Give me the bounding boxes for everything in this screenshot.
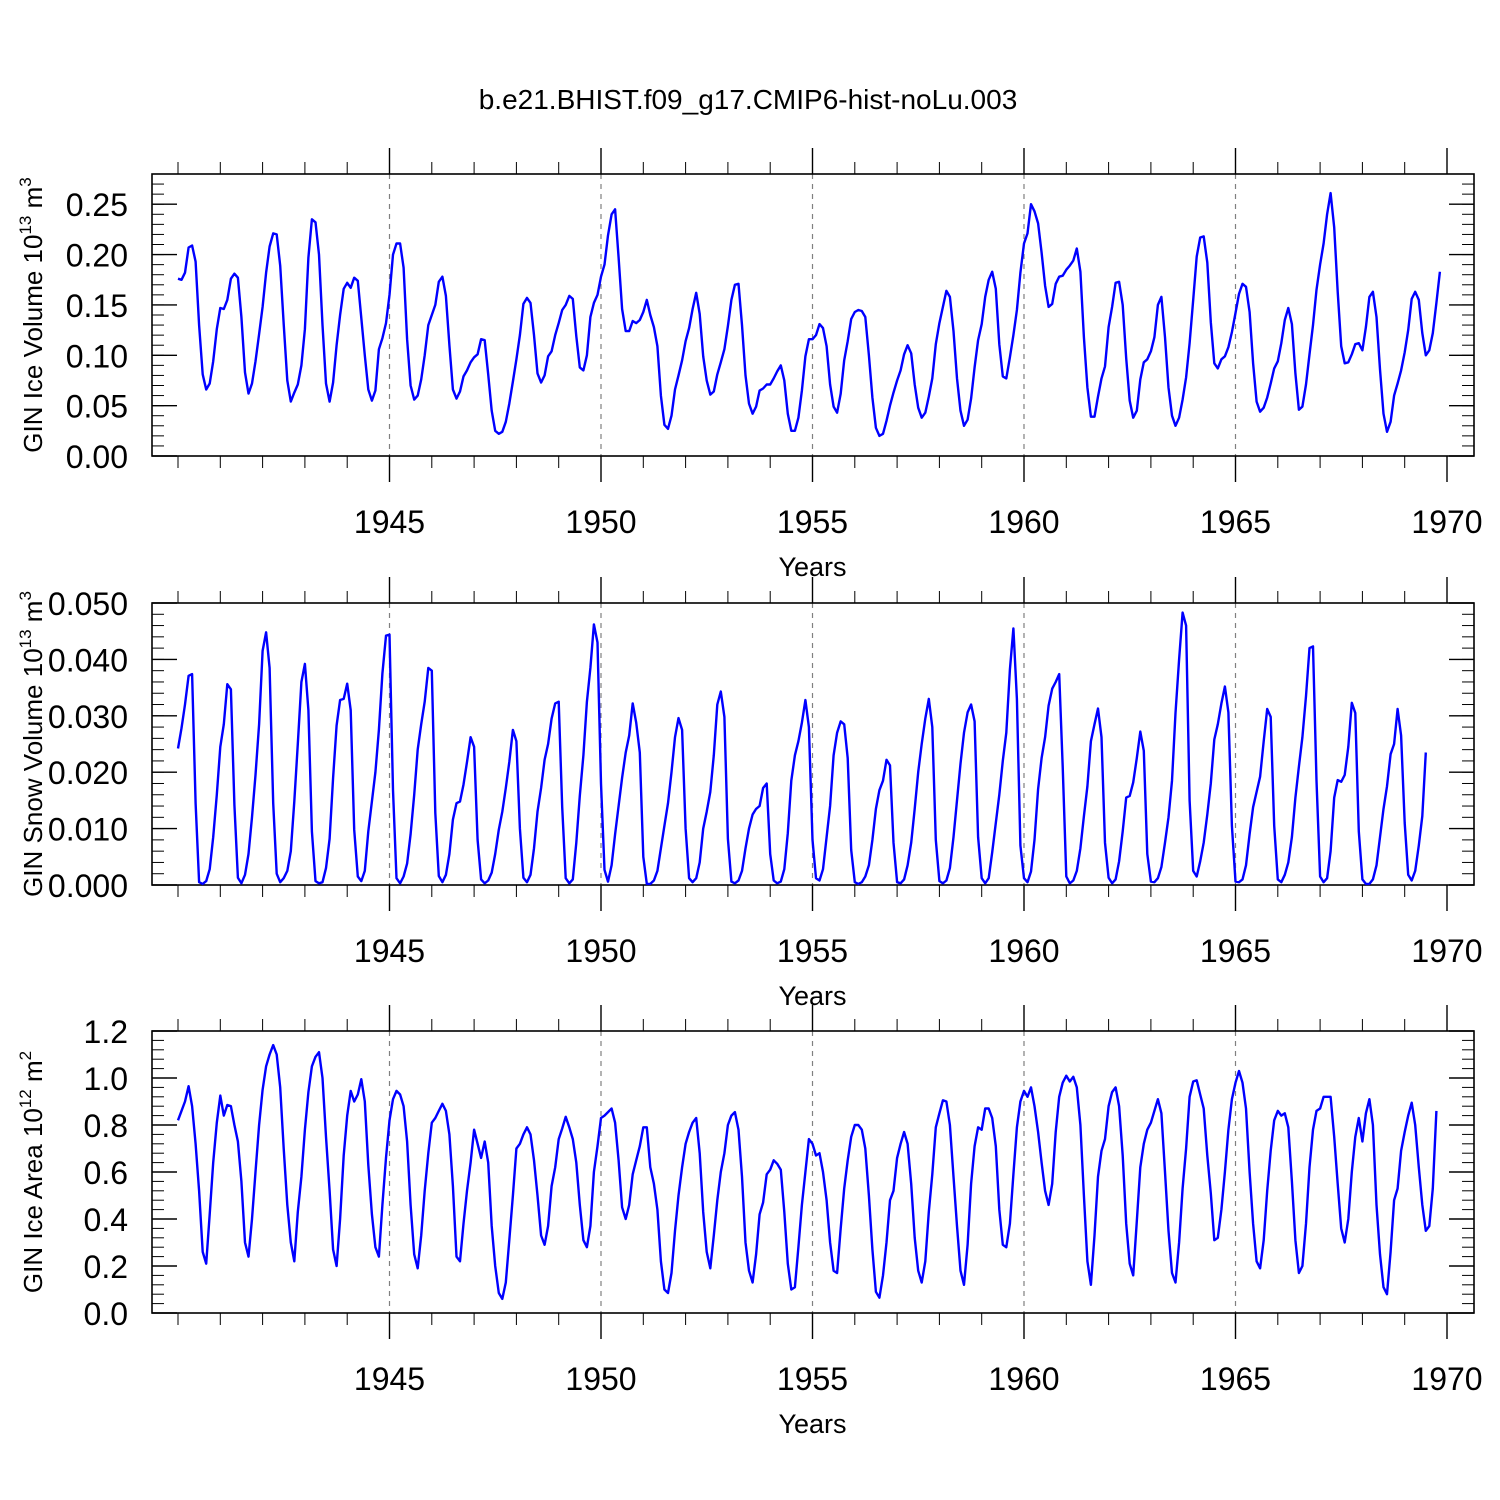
y-tick-label: 0.2 [84,1249,128,1285]
x-tick-label: 1950 [565,933,636,969]
series-line [176,611,1427,886]
y-tick-label: 0.050 [48,586,128,622]
x-tick-label: 1950 [565,504,636,540]
panel-ice-volume: 0.00 0.05 0.10 0.15 0.20 0.25 1945 1950 1955 1960… [16,148,1483,582]
y-tick-label: 0.040 [48,642,128,678]
y-axis-label: GIN Ice Volume 1013 m3 [16,177,48,453]
x-tick-label: 1965 [1200,504,1271,540]
y-tick-label: 0.6 [84,1155,128,1191]
y-label-unit: m [18,601,48,630]
panel-snow-volume: 0.000 0.010 0.020 0.030 0.040 0.050 1945 1950 19… [16,577,1483,1011]
x-tick-label: 1970 [1411,933,1482,969]
x-tick-label: 1955 [777,933,848,969]
y-tick-label: 0.000 [48,868,128,904]
y-label-exponent: 13 [16,629,35,648]
x-tick-label: 1955 [777,1361,848,1397]
x-tick-label: 1965 [1200,933,1271,969]
x-tick-label: 1945 [354,504,425,540]
y-label-exponent: 13 [16,216,35,235]
x-tick-label: 1955 [777,504,848,540]
x-tick-label: 1945 [354,933,425,969]
y-tick-label: 0.010 [48,812,128,848]
y-label-unit: m [18,187,48,216]
y-axis-label: GIN Ice Area 1012 m2 [16,1051,48,1293]
y-tick-label: 0.8 [84,1108,128,1144]
y-label-text: GIN Ice Area 10 [18,1108,48,1293]
x-tick-label: 1960 [988,933,1059,969]
y-tick-label: 0.0 [84,1296,128,1332]
y-tick-label: 0.4 [84,1202,128,1238]
x-tick-label: 1970 [1411,1361,1482,1397]
series-line [177,191,1442,438]
panel-ice-area: 0.0 0.2 0.4 0.6 0.8 1.0 1.2 1945 1950 1955 1960 196… [16,1005,1483,1439]
x-tick-label: 1960 [988,504,1059,540]
y-label-unit: m [18,1060,48,1089]
y-axis-label: GIN Snow Volume 1013 m3 [16,591,48,897]
y-tick-label: 0.25 [66,187,128,223]
y-tick-label: 0.020 [48,755,128,791]
x-axis-label: Years [778,1409,846,1439]
y-tick-label: 1.0 [84,1061,128,1097]
x-tick-label: 1965 [1200,1361,1271,1397]
y-tick-label: 0.20 [66,238,128,274]
y-label-unit-exponent: 3 [16,591,35,600]
y-label-unit-exponent: 3 [16,177,35,186]
x-tick-label: 1945 [354,1361,425,1397]
x-tick-label: 1960 [988,1361,1059,1397]
y-tick-label: 0.15 [66,288,128,324]
y-label-text: GIN Ice Volume 10 [18,235,48,453]
y-label-unit-exponent: 2 [16,1051,35,1060]
y-tick-label: 0.00 [66,439,128,475]
y-label-text: GIN Snow Volume 10 [18,648,48,897]
y-tick-label: 1.2 [84,1014,128,1050]
y-label-exponent: 12 [16,1089,35,1108]
series-line [176,1043,1438,1301]
y-tick-label: 0.05 [66,389,128,425]
figure-title: b.e21.BHIST.f09_g17.CMIP6-hist-noLu.003 [479,84,1018,115]
x-tick-label: 1970 [1411,504,1482,540]
y-tick-label: 0.10 [66,338,128,374]
x-tick-label: 1950 [565,1361,636,1397]
y-tick-label: 0.030 [48,699,128,735]
